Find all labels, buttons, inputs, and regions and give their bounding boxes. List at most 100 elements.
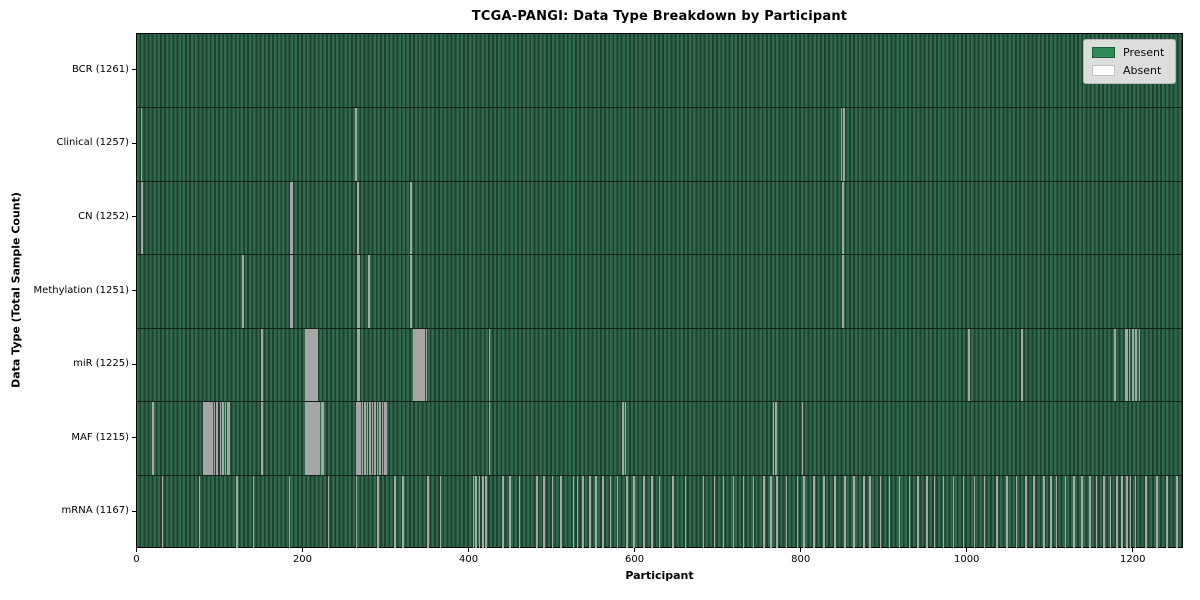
x-tick-label: 200 <box>292 554 313 565</box>
absent-mark <box>796 475 799 549</box>
absent-mark <box>624 402 627 475</box>
absent-mark <box>413 328 415 402</box>
absent-mark <box>772 402 775 475</box>
absent-mark <box>224 402 227 475</box>
y-tick-label: CN (1252) <box>78 210 129 222</box>
absent-mark <box>1128 328 1131 402</box>
x-tick-label: 1200 <box>1120 554 1146 565</box>
absent-mark <box>713 475 716 549</box>
y-tick-label: Clinical (1257) <box>56 137 130 149</box>
absent-mark <box>843 108 845 181</box>
absent-mark <box>1064 475 1067 549</box>
absent-mark <box>208 402 210 475</box>
absent-mark <box>307 328 310 402</box>
absent-mark <box>1033 475 1035 549</box>
absent-mark <box>357 255 360 328</box>
row-separator <box>137 254 1182 256</box>
absent-mark <box>589 475 591 549</box>
absent-mark <box>576 475 579 549</box>
absent-mark <box>415 328 418 402</box>
y-tick-label: MAF (1215) <box>71 431 129 443</box>
x-tick-label: 400 <box>458 554 479 565</box>
absent-mark <box>926 475 928 549</box>
absent-mark <box>742 475 745 549</box>
absent-mark <box>622 402 624 475</box>
absent-mark <box>501 475 504 549</box>
absent-mark <box>1025 475 1027 549</box>
absent-mark <box>204 402 207 475</box>
row-separator <box>137 107 1182 109</box>
absent-mark <box>216 402 218 475</box>
absent-mark <box>152 402 154 475</box>
absent-mark <box>1088 475 1091 549</box>
y-tick-mark <box>132 437 136 439</box>
absent-mark <box>290 255 292 328</box>
row-separator <box>137 180 1182 182</box>
y-tick-label: BCR (1261) <box>71 63 129 75</box>
absent-mark <box>475 475 477 549</box>
absent-mark <box>879 475 882 549</box>
y-tick-mark <box>132 216 136 218</box>
x-tick-label: 600 <box>625 554 645 565</box>
absent-mark <box>1134 475 1137 549</box>
absent-mark <box>306 402 309 475</box>
absent-mark <box>311 402 314 475</box>
absent-mark <box>643 475 645 549</box>
absent-mark <box>763 475 766 549</box>
absent-mark <box>1005 475 1008 549</box>
absent-mark <box>425 328 428 402</box>
absent-mark <box>1132 328 1134 402</box>
legend-label-present: Present <box>1123 46 1165 59</box>
absent-mark <box>1126 328 1128 402</box>
absent-mark <box>543 475 546 549</box>
absent-mark <box>374 402 376 475</box>
absent-mark <box>842 181 844 255</box>
absent-mark <box>140 108 143 181</box>
absent-mark <box>702 475 705 549</box>
absent-mark <box>320 402 323 475</box>
absent-mark <box>1095 475 1098 549</box>
x-tick-mark <box>1132 548 1134 552</box>
absent-swatch-icon <box>1092 65 1115 76</box>
absent-mark <box>488 402 491 475</box>
absent-mark <box>823 475 825 549</box>
y-tick-label: Methylation (1251) <box>33 284 129 296</box>
absent-mark <box>952 475 955 549</box>
absent-mark <box>1176 475 1178 549</box>
absent-mark <box>314 328 316 402</box>
absent-mark <box>770 475 772 549</box>
absent-mark <box>422 328 424 402</box>
absent-mark <box>305 328 308 402</box>
absent-mark <box>368 255 370 328</box>
x-tick-mark <box>634 548 636 552</box>
absent-mark <box>385 402 388 475</box>
absent-mark <box>785 475 788 549</box>
absent-mark <box>410 181 413 255</box>
absent-mark <box>1125 328 1128 402</box>
absent-mark <box>354 108 357 181</box>
absent-mark <box>488 328 491 402</box>
absent-mark <box>198 475 201 549</box>
absent-mark <box>423 328 426 402</box>
absent-mark <box>1055 475 1058 549</box>
row-separator <box>137 401 1182 403</box>
absent-mark <box>853 475 855 549</box>
absent-mark <box>842 255 844 328</box>
absent-mark <box>305 402 307 475</box>
absent-mark <box>1073 475 1075 549</box>
absent-mark <box>1129 475 1132 549</box>
absent-mark <box>384 402 386 475</box>
absent-mark <box>1113 328 1116 402</box>
absent-mark <box>313 402 316 475</box>
y-tick-mark <box>132 290 136 291</box>
absent-mark <box>560 475 562 549</box>
absent-mark <box>801 402 804 475</box>
absent-mark <box>315 328 318 402</box>
absent-mark <box>775 402 777 475</box>
absent-mark <box>236 475 238 549</box>
absent-mark <box>908 475 911 549</box>
absent-mark <box>1043 475 1045 549</box>
absent-mark <box>834 475 836 549</box>
absent-mark <box>418 328 421 402</box>
absent-mark <box>357 402 360 475</box>
